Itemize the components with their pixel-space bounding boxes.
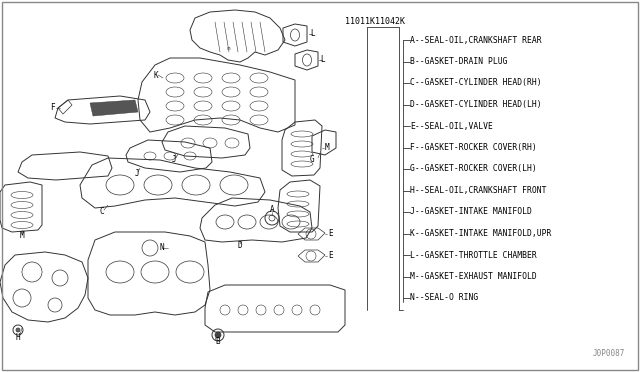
Text: E--SEAL-OIL,VALVE: E--SEAL-OIL,VALVE <box>410 122 493 131</box>
Text: K--GASKET-INTAKE MANIFOLD,UPR: K--GASKET-INTAKE MANIFOLD,UPR <box>410 229 552 238</box>
Text: H--SEAL-OIL,CRANKSHAFT FRONT: H--SEAL-OIL,CRANKSHAFT FRONT <box>410 186 547 195</box>
Text: D: D <box>238 241 243 250</box>
Text: F--GASKET-ROCKER COVER(RH): F--GASKET-ROCKER COVER(RH) <box>410 143 537 152</box>
Circle shape <box>16 328 20 332</box>
Text: G--GASKET-ROCKER COVER(LH): G--GASKET-ROCKER COVER(LH) <box>410 164 537 173</box>
Text: M: M <box>325 144 330 153</box>
Text: M--GASKET-EXHAUST MANIFOLD: M--GASKET-EXHAUST MANIFOLD <box>410 272 537 281</box>
Text: A: A <box>269 205 275 215</box>
Text: H: H <box>16 334 20 343</box>
Text: D--GASKET-CYLINDER HEAD(LH): D--GASKET-CYLINDER HEAD(LH) <box>410 100 541 109</box>
Text: E: E <box>328 251 333 260</box>
Polygon shape <box>90 100 138 116</box>
Text: L: L <box>320 55 324 64</box>
Text: N--SEAL-O RING: N--SEAL-O RING <box>410 294 478 302</box>
Text: L: L <box>310 29 315 38</box>
Text: n: n <box>226 45 230 51</box>
Circle shape <box>215 332 221 338</box>
Text: C: C <box>100 208 104 217</box>
Text: N: N <box>160 244 164 253</box>
Text: G: G <box>310 155 314 164</box>
Text: 11042K: 11042K <box>375 17 405 26</box>
Text: F: F <box>51 103 55 112</box>
Text: M: M <box>20 231 24 241</box>
Text: 11011K: 11011K <box>345 17 375 26</box>
Text: L--GASKET-THROTTLE CHAMBER: L--GASKET-THROTTLE CHAMBER <box>410 250 537 260</box>
Text: A--SEAL-OIL,CRANKSHAFT REAR: A--SEAL-OIL,CRANKSHAFT REAR <box>410 35 541 45</box>
Text: J: J <box>172 155 177 164</box>
Text: K: K <box>153 71 157 80</box>
Text: J--GASKET-INTAKE MANIFOLD: J--GASKET-INTAKE MANIFOLD <box>410 208 532 217</box>
Text: C--GASKET-CYLINDER HEAD(RH): C--GASKET-CYLINDER HEAD(RH) <box>410 78 541 87</box>
Text: J0P0087: J0P0087 <box>593 349 625 358</box>
Text: B: B <box>215 337 220 346</box>
Text: B--GASKET-DRAIN PLUG: B--GASKET-DRAIN PLUG <box>410 57 508 66</box>
Text: E: E <box>328 230 333 238</box>
Text: J: J <box>135 170 140 179</box>
